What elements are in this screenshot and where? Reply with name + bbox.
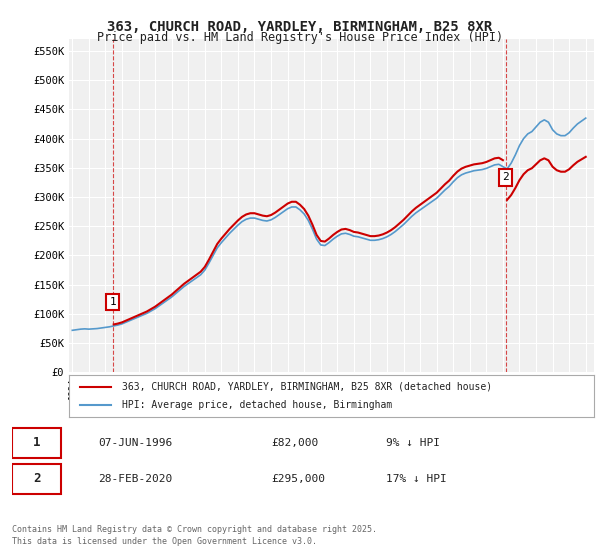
Text: £82,000: £82,000 (271, 438, 319, 448)
Text: 1: 1 (109, 297, 116, 307)
FancyBboxPatch shape (12, 428, 61, 458)
Text: 17% ↓ HPI: 17% ↓ HPI (386, 474, 447, 484)
Text: 9% ↓ HPI: 9% ↓ HPI (386, 438, 440, 448)
Text: Contains HM Land Registry data © Crown copyright and database right 2025.
This d: Contains HM Land Registry data © Crown c… (12, 525, 377, 546)
Text: 28-FEB-2020: 28-FEB-2020 (98, 474, 173, 484)
Text: 07-JUN-1996: 07-JUN-1996 (98, 438, 173, 448)
Text: 363, CHURCH ROAD, YARDLEY, BIRMINGHAM, B25 8XR: 363, CHURCH ROAD, YARDLEY, BIRMINGHAM, B… (107, 20, 493, 34)
Text: 2: 2 (33, 473, 41, 486)
Text: HPI: Average price, detached house, Birmingham: HPI: Average price, detached house, Birm… (121, 400, 392, 410)
Text: 363, CHURCH ROAD, YARDLEY, BIRMINGHAM, B25 8XR (detached house): 363, CHURCH ROAD, YARDLEY, BIRMINGHAM, B… (121, 382, 491, 392)
Text: 2: 2 (502, 172, 509, 183)
Text: 1: 1 (33, 436, 41, 449)
FancyBboxPatch shape (12, 464, 61, 494)
Text: £295,000: £295,000 (271, 474, 325, 484)
Text: Price paid vs. HM Land Registry's House Price Index (HPI): Price paid vs. HM Land Registry's House … (97, 31, 503, 44)
